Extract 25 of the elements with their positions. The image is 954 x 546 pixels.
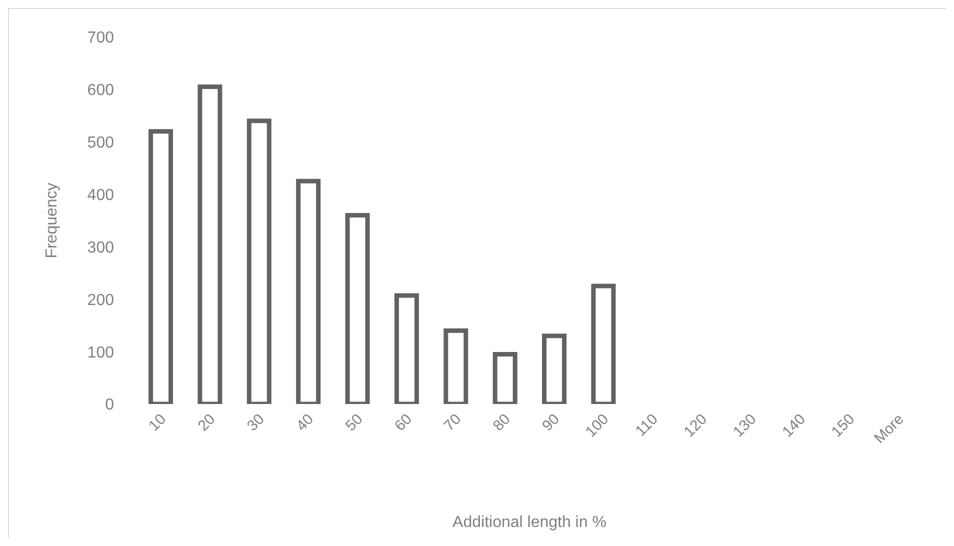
x-tick-label: 20 (194, 410, 219, 435)
x-tick-label: 140 (779, 410, 809, 441)
y-axis-title: Frequency (44, 182, 61, 258)
x-tick-label: 120 (680, 410, 710, 441)
y-tick-label: 600 (87, 82, 114, 100)
x-tick-label: 50 (342, 410, 366, 435)
y-tick-label: 700 (87, 30, 114, 47)
x-tick-label: 80 (490, 410, 514, 435)
y-tick-label: 100 (87, 344, 114, 362)
x-tick-label: 150 (828, 410, 858, 441)
x-tick-label: 100 (582, 410, 612, 441)
y-tick-label: 0 (105, 396, 114, 414)
x-tick-label: 30 (244, 410, 268, 435)
x-axis-title: Additional length in % (452, 514, 606, 531)
x-tick-label: 130 (730, 410, 760, 441)
x-tick-label: 110 (632, 410, 662, 440)
x-tick-label: 40 (293, 410, 317, 435)
x-tick-label: 90 (539, 410, 563, 435)
x-tick-label: 10 (146, 410, 170, 435)
y-tick-label: 200 (87, 292, 114, 309)
y-tick-label: 500 (87, 134, 114, 152)
x-tick-label: 60 (392, 410, 416, 435)
y-tick-label: 300 (87, 239, 114, 256)
y-tick-label: 400 (87, 186, 114, 204)
x-tick-label: 70 (440, 410, 465, 435)
